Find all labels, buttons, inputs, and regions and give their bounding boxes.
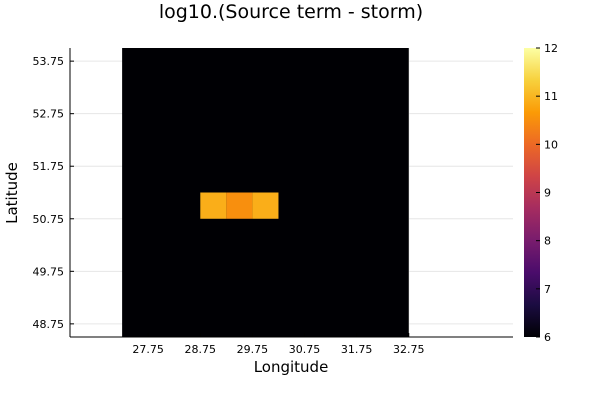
heatmap-cell [252, 192, 279, 219]
x-tick-label: 29.75 [237, 343, 269, 356]
colorbar-tick-label: 9 [544, 187, 551, 200]
colorbar-tick-label: 6 [544, 331, 551, 344]
colorbar-ticks: 6 7 8 9 10 11 12 [536, 42, 558, 344]
colorbar-tick-label: 10 [544, 138, 558, 151]
colorbar-tick-label: 12 [544, 42, 558, 55]
y-tick-label: 51.75 [33, 160, 65, 173]
x-tick-label: 28.75 [185, 343, 217, 356]
y-tick-label: 48.75 [33, 318, 65, 331]
heatmap-cell [200, 192, 227, 219]
chart-title: log10.(Source term - storm) [159, 1, 423, 23]
heatmap-cells [122, 48, 409, 337]
x-tick-label: 27.75 [132, 343, 164, 356]
x-tick-label: 32.75 [393, 343, 425, 356]
x-axis-ticks: 27.75 28.75 29.75 30.75 31.75 32.75 [132, 333, 425, 356]
colorbar-tick-label: 8 [544, 235, 551, 248]
heatmap-cell [226, 192, 253, 219]
x-axis-label: Longitude [254, 358, 329, 376]
y-tick-label: 53.75 [33, 55, 65, 68]
y-tick-label: 50.75 [33, 213, 65, 226]
x-tick-label: 31.75 [341, 343, 373, 356]
colorbar-tick-label: 11 [544, 90, 558, 103]
y-tick-label: 52.75 [33, 108, 65, 121]
colorbar-tick-label: 7 [544, 283, 551, 296]
x-tick-label: 30.75 [289, 343, 321, 356]
y-tick-label: 49.75 [33, 265, 65, 278]
colorbar [524, 48, 540, 337]
y-axis-ticks: 48.75 49.75 50.75 51.75 52.75 53.75 [33, 55, 74, 331]
y-axis-label: Latitude [3, 162, 21, 224]
